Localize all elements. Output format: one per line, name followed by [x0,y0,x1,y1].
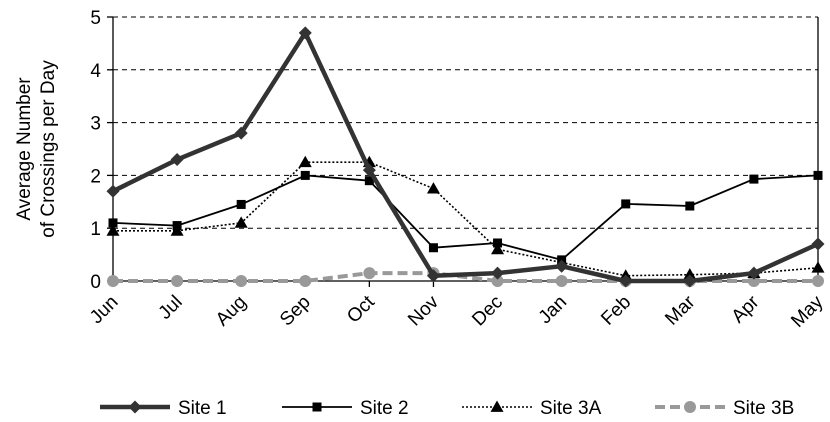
x-tick-label-jul: Jul [155,292,187,324]
legend-item-site-3b: Site 3B [655,398,794,419]
legend-item-site-1: Site 1 [100,398,227,419]
data-point-site-3b-jul [171,275,184,287]
y-axis-title-line-1: Average Number [14,77,35,221]
series-line-site-3a [113,161,819,277]
data-point-site-3b-may [812,275,824,287]
gridlines [113,16,818,229]
data-point-site-1-sep [298,26,312,40]
data-point-site-3b-jan [555,275,568,287]
data-point-site-1-feb [619,274,633,288]
data-point-site-3a-jun [106,224,120,236]
data-point-site-1-apr [747,266,761,280]
legend-label-site-3a: Site 3A [540,398,602,419]
legend-marker-site-1 [128,400,142,414]
legend-label-site-2: Site 2 [360,398,409,419]
data-point-site-3a-may [811,261,825,273]
data-point-site-3b-dec [491,275,504,287]
series-group [106,26,825,288]
data-point-site-2-dec [493,238,503,248]
x-tick-label-feb: Feb [597,292,635,330]
data-point-site-2-sep [300,170,310,180]
data-point-site-3b-jun [107,275,119,287]
data-point-site-3b-apr [747,275,760,287]
series-line-site-1 [112,30,819,284]
x-tick-label-dec: Dec [468,292,507,331]
data-point-site-1-aug [234,126,248,140]
legend: Site 1 Site 2 Site 3A Site 3B [100,398,794,419]
y-tick-label-0: 0 [90,272,101,293]
legend-marker-site-3a [490,400,504,412]
y-tick-label-3: 3 [90,114,101,135]
x-tick-label-apr: Apr [728,291,764,327]
data-point-site-2-may [813,170,823,180]
x-tick-label-jan: Jan [535,292,572,329]
data-point-site-1-may [811,237,825,251]
legend-label-site-3b: Site 3B [733,398,794,419]
data-point-site-3a-mar [683,268,697,280]
legend-marker-site-3b [684,401,696,413]
data-point-site-2-oct [364,176,374,186]
legend-item-site-3a: Site 3A [462,398,602,419]
data-point-site-1-jun [106,184,120,198]
x-tick-label-nov: Nov [404,291,443,330]
y-tick-label-5: 5 [90,8,101,29]
data-point-site-2-feb [621,199,631,209]
data-point-site-3a-aug [234,216,248,228]
y-tick-label-2: 2 [90,166,101,187]
data-point-site-1-dec [491,266,505,280]
data-point-site-2-jun [108,218,118,228]
legend-item-site-2: Site 2 [282,398,409,419]
data-point-site-2-nov [428,243,438,253]
legend-marker-site-2 [312,402,322,412]
y-tick-label-1: 1 [90,219,101,240]
y-tick-label-4: 4 [90,61,101,82]
data-point-site-1-oct [362,163,376,177]
y-tick-labels: 0 1 2 3 4 5 [90,8,101,293]
data-point-site-1-jan [555,259,569,273]
data-point-site-3b-oct [363,267,376,280]
data-point-site-2-mar [685,201,695,211]
series-site-1 [106,26,825,288]
axes [107,16,819,287]
data-point-site-3b-aug [235,275,248,287]
data-point-site-1-mar [683,274,697,288]
series-site-2 [108,170,823,265]
data-point-site-3a-nov [426,182,440,194]
data-point-site-3b-sep [299,275,312,287]
y-axis-title-line-2: of Crossings per Day [38,60,59,238]
data-point-site-1-jul [170,153,184,167]
x-tick-label-aug: Aug [212,292,251,331]
series-site-3a [106,155,825,281]
data-point-site-2-apr [749,174,759,184]
data-point-site-2-aug [236,199,246,209]
data-point-site-3a-dec [491,242,505,255]
x-tick-label-mar: Mar [661,291,699,329]
x-tick-label-oct: Oct [343,291,379,327]
x-tick-label-jun: Jun [86,292,123,329]
x-tick-labels: Jun Jul Aug Sep Oct Nov Dec Jan Feb Mar Apr May [86,291,828,332]
x-tick-label-may: May [787,291,828,332]
data-point-site-2-jul [172,221,182,231]
x-tick-label-sep: Sep [276,292,315,331]
series-line-site-2 [112,174,819,261]
data-point-site-1-nov [426,269,440,283]
data-point-site-3a-sep [298,155,312,168]
legend-label-site-1: Site 1 [178,398,227,419]
